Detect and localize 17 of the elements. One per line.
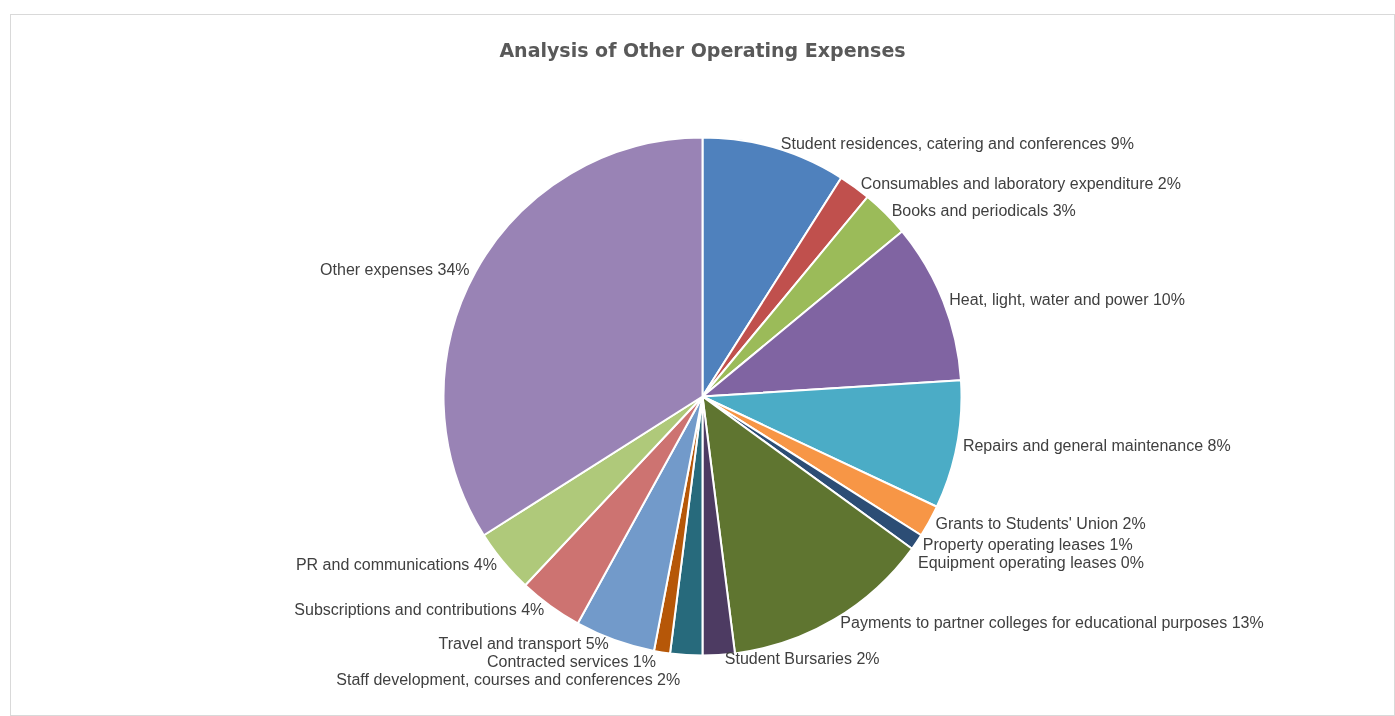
slice-label: Other expenses 34% <box>320 261 470 279</box>
slice-label: Staff development, courses and conferences 2% <box>336 671 681 689</box>
category-label: Equipment operating leases 0% <box>918 553 1144 571</box>
slice-label: Repairs and general maintenance 8% <box>962 437 1231 455</box>
slice-label: Consumables and laboratory expenditure 2% <box>860 175 1181 193</box>
slice-label: Heat, light, water and power 10% <box>949 291 1185 309</box>
slice-label: Travel and transport 5% <box>438 635 609 653</box>
chart-title: Analysis of Other Operating Expenses <box>499 38 906 61</box>
slice-label: Student Bursaries 2% <box>724 650 880 668</box>
slice-label: Payments to partner colleges for educational purposes 13% <box>840 614 1264 632</box>
slice-label: Grants to Students' Union 2% <box>935 514 1146 532</box>
slice-label: Student residences, catering and conferences 9% <box>780 135 1134 153</box>
slice-label: Subscriptions and contributions 4% <box>294 600 545 618</box>
slice-label: Books and periodicals 3% <box>891 202 1076 220</box>
slice-label: Contracted services 1% <box>487 653 656 671</box>
slice-label: Property operating leases 1% <box>922 535 1133 553</box>
slice-label: PR and communications 4% <box>295 555 497 573</box>
